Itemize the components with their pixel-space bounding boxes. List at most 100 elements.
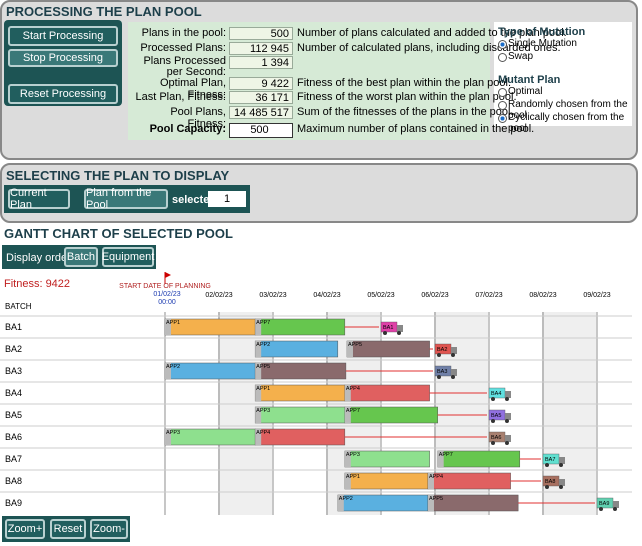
radio[interactable]	[498, 114, 507, 123]
stat-label: Pool Plans, Fitness:	[170, 106, 226, 130]
radio[interactable]	[498, 88, 507, 97]
setup-bar	[255, 407, 262, 423]
setup-bar	[344, 451, 351, 467]
date-label: 08/02/23	[529, 292, 556, 299]
setup-bar	[165, 363, 171, 379]
options-panel	[494, 22, 632, 126]
stat-value: 36 171	[229, 91, 293, 104]
stat-label: Pool Capacity:	[149, 123, 226, 135]
wheel	[545, 485, 549, 489]
zoom-button[interactable]: Zoom+	[5, 519, 45, 539]
radio[interactable]	[498, 40, 507, 49]
section-title: PROCESSING THE PLAN POOL	[6, 4, 202, 19]
start-time: 00:00	[158, 299, 176, 306]
wheel	[437, 375, 441, 379]
row-label: BA7	[5, 454, 22, 464]
wheel	[491, 397, 495, 401]
wheel	[397, 331, 401, 335]
truck-label: BA1	[383, 325, 393, 331]
date-label: 09/02/23	[583, 292, 610, 299]
radio[interactable]	[498, 53, 507, 62]
setup-bar	[255, 341, 262, 357]
truck-label: BA6	[491, 435, 501, 441]
process-button[interactable]: Stop Processing	[8, 49, 118, 67]
option-label: Optimal	[508, 86, 543, 97]
task-label: APP2	[166, 364, 180, 370]
task-label: APP5	[348, 342, 362, 348]
truck-label: BA9	[599, 501, 609, 507]
row-label: BA8	[5, 476, 22, 486]
setup-bar	[255, 429, 262, 445]
start-date: 01/02/23	[153, 291, 180, 298]
date-label: 04/02/23	[313, 292, 340, 299]
task-label: APP4	[429, 474, 443, 480]
task-label: APP7	[256, 320, 270, 326]
truck-cab	[505, 435, 511, 442]
option-title: Mutant Plan	[498, 74, 561, 86]
row-header: BATCH	[5, 302, 32, 311]
row-label: BA1	[5, 322, 22, 332]
row-label: BA3	[5, 366, 22, 376]
selected-label: selected:	[172, 194, 220, 206]
task-label: APP2	[339, 496, 353, 502]
truck-label: BA5	[491, 413, 501, 419]
equipment-button[interactable]: Equipment	[102, 247, 154, 267]
wheel	[437, 353, 441, 357]
setup-bar	[337, 495, 344, 511]
option-title: Type of Mutation	[498, 26, 586, 38]
stat-value: 9 422	[229, 77, 293, 90]
stat-value: 1 394	[229, 56, 293, 69]
batch-button[interactable]: Batch	[64, 247, 98, 267]
stat-label: Optimal Plan, Fitness:	[159, 77, 226, 101]
task-label: APP5	[429, 496, 443, 502]
date-label: 02/02/23	[205, 292, 232, 299]
wheel	[505, 419, 509, 423]
task-label: APP1	[346, 474, 360, 480]
stat-desc: Fitness of the best plan within the plan…	[297, 77, 512, 89]
stat-label: Plans in the pool:	[141, 27, 226, 39]
stats-panel	[128, 22, 490, 140]
wheel	[559, 485, 563, 489]
stat-value: 14 485 517	[229, 106, 293, 119]
truck-cab	[505, 413, 511, 420]
setup-bar	[255, 319, 262, 335]
stat-value: 500	[229, 27, 293, 40]
row-label: BA4	[5, 388, 22, 398]
process-button[interactable]: Reset Processing	[8, 84, 118, 104]
option-label: Randomly chosen from the pool	[508, 99, 628, 121]
row-label: BA9	[5, 498, 22, 508]
setup-bar	[344, 473, 351, 489]
stat-value: 500	[229, 123, 293, 138]
stat-label: Plans Processed per Second:	[143, 55, 226, 78]
section-title: GANTT CHART OF SELECTED POOL	[4, 226, 233, 241]
setup-bar	[255, 385, 262, 401]
wheel	[491, 419, 495, 423]
zoom-button[interactable]: Reset	[50, 519, 86, 539]
current-plan-button[interactable]: Current Plan	[8, 187, 70, 211]
pool-plan-button[interactable]: Plan from the Pool	[84, 187, 168, 211]
zoom-button[interactable]: Zoom-	[90, 519, 128, 539]
truck-cab	[451, 369, 457, 376]
process-button[interactable]: Start Processing	[8, 26, 118, 46]
task-label: APP4	[256, 430, 270, 436]
option-label: Swap	[508, 51, 534, 62]
stat-label: Last Plan, Fitness:	[135, 91, 227, 103]
radio[interactable]	[498, 101, 507, 110]
truck-cab	[559, 479, 565, 486]
truck-cab	[451, 347, 457, 354]
section-title: SELECTING THE PLAN TO DISPLAY	[6, 168, 230, 183]
wheel	[383, 331, 387, 335]
date-label: 07/02/23	[475, 292, 502, 299]
setup-bar	[437, 451, 444, 467]
truck-cab	[613, 501, 619, 508]
task-label: APP7	[439, 452, 453, 458]
wheel	[505, 397, 509, 401]
truck-cab	[505, 391, 511, 398]
selected-input[interactable]: 1	[208, 191, 246, 207]
wheel	[613, 507, 617, 511]
stat-desc: Sum of the fitnesses of the plans in the…	[297, 106, 514, 118]
truck-label: BA2	[437, 347, 447, 353]
order-label: Display order:	[6, 252, 74, 264]
task-label: APP4	[346, 386, 360, 392]
